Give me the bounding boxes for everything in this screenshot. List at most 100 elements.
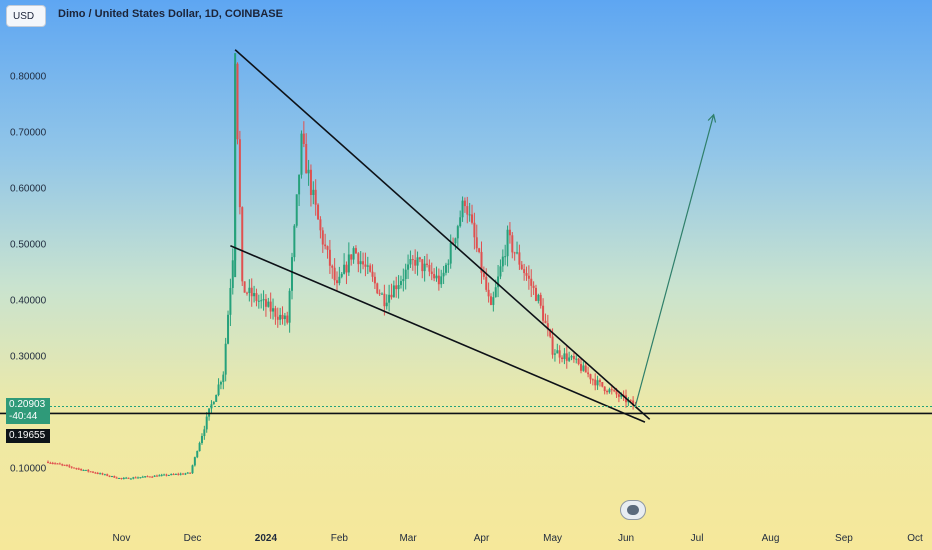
candle [525,266,528,281]
candle-body [468,214,471,216]
candle-body [257,300,260,302]
candle-body [563,353,566,360]
candle-body [63,464,66,466]
candle-body [80,468,83,471]
candle-body [217,384,220,395]
candle [565,345,568,369]
candle [300,130,303,179]
candle [141,475,144,478]
candle-body [65,465,68,467]
candle [103,473,106,476]
candle [546,314,549,337]
candle-body [492,297,495,305]
candle [440,269,443,288]
candle-body [224,343,227,375]
x-axis: Nov Dec 2024 Feb Mar Apr May Jun Jul Aug Sep Oct [113,533,923,544]
candle [463,197,466,213]
candle-body [480,251,483,273]
candle-body [447,263,450,265]
candle-body [122,477,125,479]
candle [575,355,578,364]
candle-body [132,477,135,479]
candle-body [584,365,587,373]
candle-body [231,260,234,288]
candle [447,259,450,273]
tradingview-logo-icon[interactable] [620,500,646,520]
candle [336,271,338,292]
candle-body [359,261,362,265]
candle [478,247,481,254]
candle [257,294,260,309]
candle [179,472,182,476]
candle-body [499,266,502,277]
candle [442,265,445,284]
candle [437,268,440,291]
candle-body [328,249,331,266]
candle-body [193,457,196,466]
candle-body [253,293,256,297]
candle [596,375,599,390]
candle-body [281,314,284,320]
candle-body [84,469,87,471]
candle [106,473,109,477]
candle-body [94,472,97,474]
candle [506,225,509,267]
candle [539,292,542,309]
candle-body [487,289,490,297]
candle-body [561,357,564,360]
candle-body [61,464,64,466]
candle-body [376,283,379,294]
candle-body [146,476,149,478]
candle-body [582,365,585,371]
candle [534,284,537,302]
candle-body [189,472,192,474]
candle-body [471,214,474,223]
candle [68,464,71,468]
currency-button[interactable]: USD [6,5,46,27]
candle [96,471,99,475]
candle [395,276,398,298]
candle [217,378,220,397]
candle [558,345,561,364]
candle [350,254,353,266]
candle-body [534,287,537,301]
candle-body [437,275,440,285]
candle [504,244,507,266]
candle-body [407,264,410,270]
candle [378,289,381,296]
drawings [0,49,932,423]
candle-body [155,475,158,477]
candle [357,252,360,273]
candle-body [314,189,317,205]
x-tick-label: Dec [184,533,202,544]
candle [144,475,147,478]
candle-body [243,281,246,293]
candle-body [473,222,476,238]
candle [58,462,61,465]
candle-body [523,269,526,274]
candle [279,307,282,326]
candle [70,466,73,469]
candle [475,224,478,253]
candle [47,460,49,464]
candle [189,472,192,474]
candle [508,222,511,244]
candle-body [454,238,457,244]
x-tick-label: Jun [618,533,634,544]
candle [542,298,545,324]
candle [601,382,604,388]
candle-body [530,278,533,286]
candle-body [501,256,504,267]
x-tick-label: Aug [762,533,780,544]
candle-body [324,244,327,247]
candle-body [269,301,272,312]
chart-title: Dimo / United States Dollar, 1D, COINBAS… [58,8,283,20]
candle [520,261,523,271]
candle [518,244,521,270]
candle [118,477,121,479]
candle [397,275,400,299]
candle-body [227,314,230,344]
candle [84,469,87,471]
candle [167,474,170,476]
